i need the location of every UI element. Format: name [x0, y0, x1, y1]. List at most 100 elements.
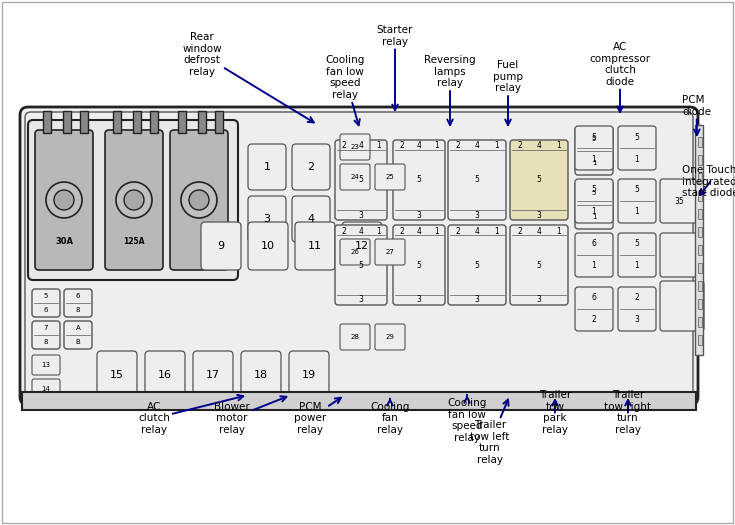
Text: 25: 25 [386, 174, 395, 180]
Text: 12: 12 [355, 241, 369, 251]
FancyBboxPatch shape [660, 281, 704, 331]
Text: 9: 9 [218, 241, 225, 251]
Text: 27: 27 [386, 249, 395, 255]
FancyBboxPatch shape [340, 164, 370, 190]
Bar [698, 299, 702, 309]
Text: 19: 19 [302, 370, 316, 380]
FancyBboxPatch shape [292, 144, 330, 190]
Text: 3: 3 [359, 296, 363, 304]
Text: 4: 4 [475, 226, 479, 236]
FancyBboxPatch shape [575, 233, 613, 277]
Text: 125A: 125A [123, 236, 145, 246]
Text: Trailer
tow left
turn
relay: Trailer tow left turn relay [470, 400, 509, 465]
Bar [698, 173, 702, 183]
Text: 1: 1 [556, 142, 561, 151]
Text: 4: 4 [417, 226, 421, 236]
FancyBboxPatch shape [35, 130, 93, 270]
FancyBboxPatch shape [335, 225, 387, 305]
Bar [698, 137, 702, 147]
Text: B: B [76, 339, 80, 345]
Text: 2: 2 [399, 142, 404, 151]
Text: Fuel
pump
relay: Fuel pump relay [493, 60, 523, 125]
Text: 1: 1 [634, 154, 639, 163]
FancyBboxPatch shape [340, 324, 370, 350]
Bar [80, 111, 88, 133]
Text: 1: 1 [556, 226, 561, 236]
Text: 4: 4 [307, 214, 315, 224]
Bar [698, 263, 702, 273]
Text: 8: 8 [44, 339, 49, 345]
Text: 5: 5 [634, 132, 639, 142]
Text: 1: 1 [592, 154, 596, 163]
Text: 11: 11 [308, 241, 322, 251]
Text: 17: 17 [206, 370, 220, 380]
Text: 4: 4 [417, 142, 421, 151]
Text: 6: 6 [44, 307, 49, 313]
Text: 5: 5 [475, 175, 479, 184]
FancyBboxPatch shape [340, 134, 370, 160]
FancyBboxPatch shape [25, 112, 693, 400]
Text: 2: 2 [517, 142, 522, 151]
FancyBboxPatch shape [193, 351, 233, 399]
Text: 16: 16 [158, 370, 172, 380]
Text: 3: 3 [417, 296, 421, 304]
FancyBboxPatch shape [618, 233, 656, 277]
Circle shape [46, 182, 82, 218]
FancyBboxPatch shape [201, 222, 241, 270]
Text: 2: 2 [634, 293, 639, 302]
Circle shape [54, 190, 74, 210]
Text: 2: 2 [455, 226, 460, 236]
FancyBboxPatch shape [295, 222, 335, 270]
FancyBboxPatch shape [618, 287, 656, 331]
Text: 2: 2 [341, 142, 346, 151]
FancyBboxPatch shape [248, 144, 286, 190]
Text: A: A [76, 325, 80, 331]
FancyBboxPatch shape [448, 140, 506, 220]
Text: 3: 3 [475, 296, 479, 304]
Text: 35: 35 [674, 196, 684, 205]
Text: 5: 5 [592, 136, 596, 142]
Text: One Touch
integrated
start diode: One Touch integrated start diode [682, 165, 735, 198]
FancyBboxPatch shape [393, 225, 445, 305]
Text: 5: 5 [634, 185, 639, 194]
Text: 3: 3 [417, 211, 421, 219]
Circle shape [189, 190, 209, 210]
Bar [698, 281, 702, 291]
FancyBboxPatch shape [575, 126, 613, 170]
Bar [150, 111, 158, 133]
FancyBboxPatch shape [575, 179, 613, 223]
FancyBboxPatch shape [32, 355, 60, 375]
Text: 5: 5 [417, 175, 421, 184]
Text: PCM
power
relay: PCM power relay [294, 398, 341, 435]
Text: 1: 1 [376, 142, 381, 151]
FancyBboxPatch shape [575, 287, 613, 331]
FancyBboxPatch shape [97, 351, 137, 399]
Text: 3: 3 [537, 211, 542, 219]
Bar [698, 317, 702, 327]
Circle shape [116, 182, 152, 218]
Text: 5: 5 [634, 239, 639, 248]
Text: AC
compressor
clutch
diode: AC compressor clutch diode [589, 42, 650, 112]
Text: 2: 2 [399, 226, 404, 236]
FancyBboxPatch shape [575, 127, 613, 175]
FancyBboxPatch shape [32, 379, 60, 399]
Bar [43, 111, 51, 133]
FancyBboxPatch shape [660, 179, 698, 223]
Text: 10: 10 [261, 241, 275, 251]
FancyBboxPatch shape [289, 351, 329, 399]
Text: 24: 24 [351, 174, 359, 180]
FancyBboxPatch shape [32, 321, 60, 349]
Bar [698, 245, 702, 255]
Text: 4: 4 [359, 142, 363, 151]
Text: 15: 15 [110, 370, 124, 380]
FancyBboxPatch shape [618, 179, 656, 223]
Text: 30A: 30A [55, 236, 73, 246]
Text: 5: 5 [592, 190, 596, 196]
FancyBboxPatch shape [32, 289, 60, 317]
FancyBboxPatch shape [575, 181, 613, 229]
FancyBboxPatch shape [340, 239, 370, 265]
Text: 5: 5 [417, 260, 421, 269]
Text: 4: 4 [475, 142, 479, 151]
Bar [698, 227, 702, 237]
FancyBboxPatch shape [375, 164, 405, 190]
